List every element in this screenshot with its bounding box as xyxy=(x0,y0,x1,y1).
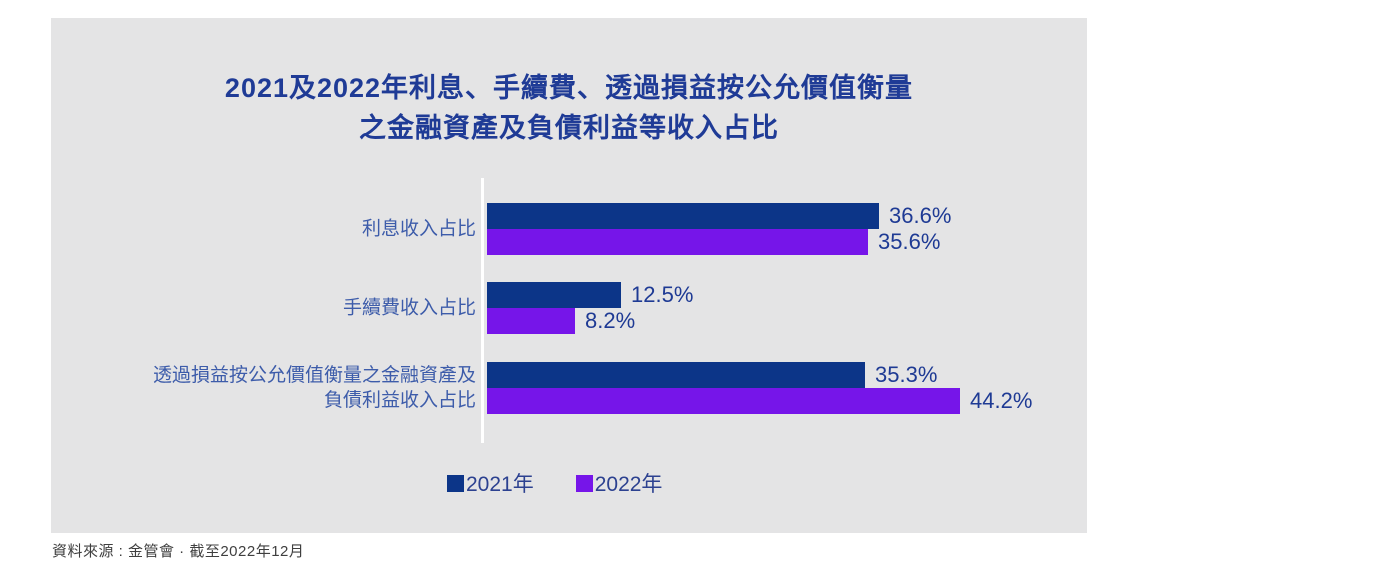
chart-axis-line xyxy=(481,178,484,443)
legend-swatch-icon xyxy=(575,474,593,492)
bar-2022年-1 xyxy=(487,308,575,334)
chart-title-line2: 之金融資產及負債利益等收入占比 xyxy=(359,113,779,143)
category-label: 利息收入占比 xyxy=(361,218,476,240)
chart-panel: 2021及2022年利息、手續費、透過損益按公允價值衡量 之金融資產及負債利益等… xyxy=(51,18,1087,533)
bar-2021年-0 xyxy=(487,203,879,229)
legend-item-2021年: 2021年 xyxy=(447,468,534,498)
bar-2021年-2 xyxy=(487,362,865,388)
category-label: 手續費收入占比 xyxy=(342,297,476,319)
legend-label: 2021年 xyxy=(466,473,534,496)
value-label: 36.6% xyxy=(889,203,952,228)
bar-2021年-1 xyxy=(487,282,621,308)
legend-label: 2022年 xyxy=(594,473,663,496)
value-label: 44.2% xyxy=(970,388,1033,413)
chart-title-line1: 2021及2022年利息、手續費、透過損益按公允價值衡量 xyxy=(224,73,914,103)
value-label: 12.5% xyxy=(631,282,694,307)
chart-legend: 2021年 2022年 xyxy=(447,468,662,498)
category-label: 透過損益按公允價值衡量之金融資產及 負債利益收入占比 xyxy=(152,365,476,411)
bar-chart: 利息收入占比 36.6% 35.6% 手續費收入占比 12.5% 8.2% 透過損益按公允價… xyxy=(51,18,1087,533)
bar-2022年-2 xyxy=(487,388,960,414)
legend-item-2022年: 2022年 xyxy=(575,468,663,498)
bar-2022年-0 xyxy=(487,229,868,255)
value-label: 35.3% xyxy=(875,362,938,387)
source-note: 資料來源 : 金管會 · 截至2022年12月 xyxy=(52,543,305,560)
chart-title: 2021及2022年利息、手續費、透過損益按公允價值衡量 之金融資產及負債利益等… xyxy=(51,68,1087,148)
legend-swatch-icon xyxy=(447,474,464,492)
value-label: 35.6% xyxy=(878,229,941,254)
value-label: 8.2% xyxy=(585,308,636,333)
